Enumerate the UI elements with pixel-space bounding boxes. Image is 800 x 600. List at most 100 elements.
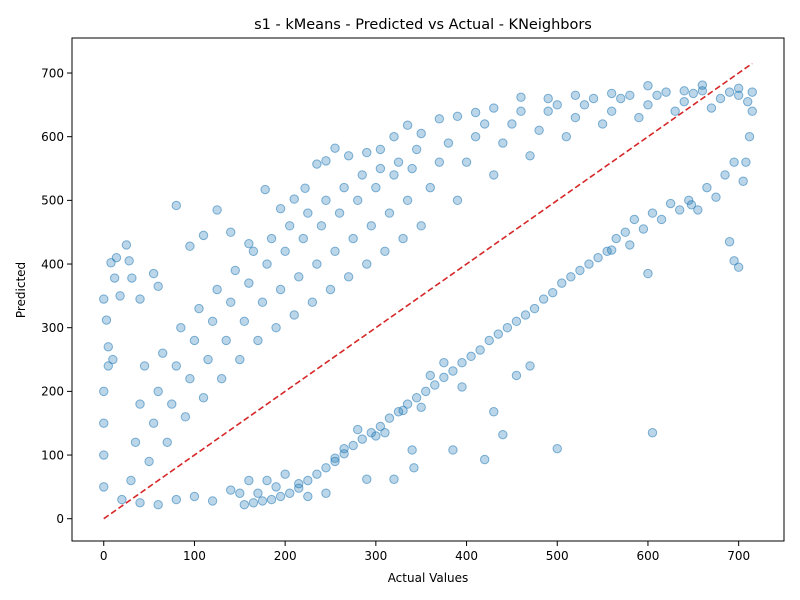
data-point xyxy=(280,246,290,257)
y-axis-title: Predicted xyxy=(14,262,28,318)
data-point xyxy=(257,496,268,506)
data-point xyxy=(321,195,331,206)
data-point xyxy=(353,424,363,435)
data-point xyxy=(643,100,653,110)
data-point xyxy=(411,393,422,403)
data-point xyxy=(126,475,136,486)
data-point xyxy=(253,488,263,498)
data-point xyxy=(171,200,182,211)
data-point xyxy=(375,163,386,174)
data-point xyxy=(348,440,358,451)
data-point xyxy=(516,106,526,116)
data-point xyxy=(185,373,195,384)
data-point xyxy=(325,284,336,295)
data-point xyxy=(353,195,363,206)
data-point xyxy=(416,128,426,139)
data-point xyxy=(525,361,535,371)
data-point xyxy=(543,93,553,104)
data-point xyxy=(489,170,499,180)
x-tick-label: 400 xyxy=(455,549,478,563)
data-point xyxy=(99,482,109,492)
data-point xyxy=(584,259,594,269)
data-point xyxy=(298,233,308,244)
data-point xyxy=(421,386,431,397)
data-point xyxy=(733,262,744,272)
chart-title: s1 - kMeans - Predicted vs Actual - KNei… xyxy=(254,17,592,33)
data-point xyxy=(239,500,250,510)
data-point xyxy=(498,138,508,148)
data-point xyxy=(294,272,304,282)
data-point xyxy=(416,221,426,231)
y-tick-label: 700 xyxy=(41,66,64,80)
data-point xyxy=(244,278,254,288)
data-point xyxy=(670,106,680,116)
data-point xyxy=(375,144,386,155)
data-point xyxy=(262,475,272,486)
data-point xyxy=(729,256,739,266)
y-tick-label: 500 xyxy=(41,194,64,208)
data-point xyxy=(511,370,522,381)
data-point xyxy=(99,294,109,304)
data-point xyxy=(470,107,481,118)
data-point xyxy=(294,483,304,493)
x-tick-label: 0 xyxy=(100,549,108,563)
data-point xyxy=(162,437,172,448)
data-point xyxy=(738,176,748,186)
data-point xyxy=(266,233,277,244)
data-point xyxy=(588,93,599,104)
data-point xyxy=(253,335,263,346)
data-point xyxy=(502,323,513,333)
data-point xyxy=(652,90,662,101)
data-point xyxy=(262,259,272,269)
data-point xyxy=(230,265,240,276)
data-point xyxy=(239,316,250,327)
data-point xyxy=(148,418,159,428)
data-point xyxy=(153,281,163,292)
data-point xyxy=(733,90,744,101)
data-point xyxy=(452,195,463,206)
data-point xyxy=(529,303,540,314)
data-point xyxy=(597,119,608,129)
plot-area xyxy=(71,37,785,542)
data-point xyxy=(606,88,617,99)
data-point xyxy=(339,443,349,454)
x-tick-label: 500 xyxy=(546,549,569,563)
data-point xyxy=(194,303,204,314)
data-point xyxy=(321,488,331,498)
data-point xyxy=(393,407,404,417)
data-point xyxy=(425,182,435,193)
data-point xyxy=(434,157,445,167)
data-point xyxy=(507,119,517,129)
y-tick-label: 300 xyxy=(41,321,64,335)
data-point xyxy=(380,428,390,438)
y-axis: 0 100 200 300 400 500 600 700 xyxy=(41,66,72,526)
data-point xyxy=(284,221,295,231)
data-point xyxy=(629,214,640,225)
data-point xyxy=(543,106,553,116)
data-point xyxy=(153,386,163,397)
data-point xyxy=(171,494,182,505)
data-point xyxy=(180,412,191,422)
data-point xyxy=(244,475,254,486)
data-point xyxy=(534,125,544,136)
data-point xyxy=(402,195,413,206)
data-point xyxy=(393,157,404,167)
data-point xyxy=(747,106,757,116)
data-point xyxy=(679,96,689,107)
data-point xyxy=(207,496,218,506)
data-point xyxy=(321,463,331,473)
data-point xyxy=(620,227,630,237)
data-point xyxy=(312,259,322,269)
data-point xyxy=(221,335,231,346)
data-point xyxy=(389,474,399,484)
data-point xyxy=(135,498,145,508)
data-point xyxy=(103,342,113,352)
data-point xyxy=(171,361,182,371)
data-point xyxy=(176,323,186,333)
data-point xyxy=(402,399,413,409)
y-tick-label: 100 xyxy=(41,448,64,462)
data-point xyxy=(389,131,399,142)
data-point xyxy=(548,287,558,298)
data-point xyxy=(212,205,222,215)
data-point xyxy=(729,157,739,167)
